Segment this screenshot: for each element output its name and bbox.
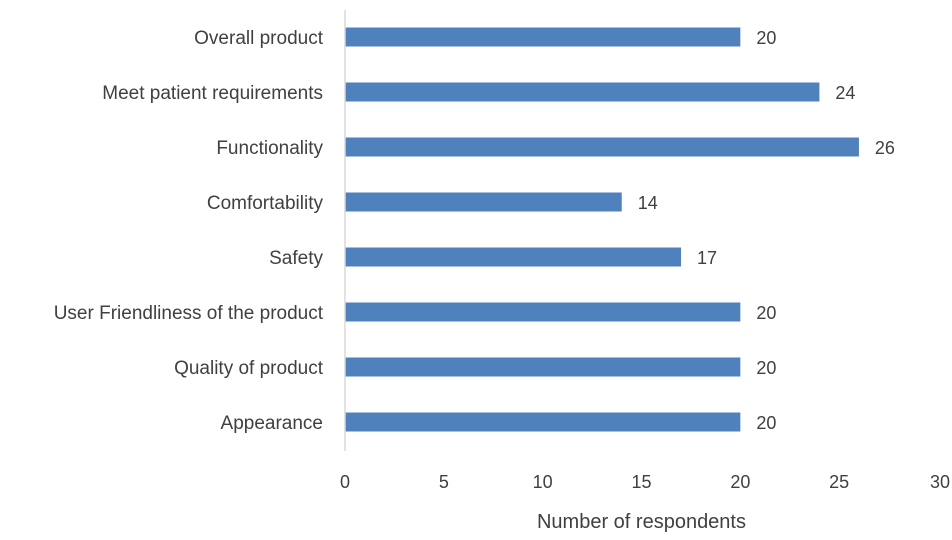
data-label: 20 <box>756 413 776 433</box>
data-label: 17 <box>697 248 717 268</box>
data-labels-group: 20 24 26 14 17 20 20 20 <box>638 28 895 433</box>
x-tick-label: 25 <box>829 472 849 492</box>
category-label: Quality of product <box>174 358 324 379</box>
category-label: Comfortability <box>207 193 324 214</box>
data-label: 20 <box>756 358 776 378</box>
bar <box>345 137 859 157</box>
category-labels-group: Overall product Meet patient requirements… <box>54 28 324 434</box>
x-tick-label: 0 <box>340 472 350 492</box>
category-label: Meet patient requirements <box>102 83 323 104</box>
bar <box>345 27 741 47</box>
bar <box>345 247 682 267</box>
bar <box>345 302 741 322</box>
x-tick-label: 30 <box>930 472 950 492</box>
data-label: 26 <box>875 138 895 158</box>
category-label: Safety <box>269 248 323 269</box>
x-tick-labels-group: 0 5 10 15 20 25 30 <box>340 472 950 492</box>
bar <box>345 82 820 102</box>
x-tick-label: 5 <box>439 472 449 492</box>
x-tick-label: 10 <box>533 472 553 492</box>
category-label: Appearance <box>221 413 323 434</box>
x-tick-label: 15 <box>631 472 651 492</box>
data-label: 24 <box>835 83 855 103</box>
bar <box>345 192 622 212</box>
bar <box>345 412 741 432</box>
bar <box>345 357 741 377</box>
category-label: User Friendliness of the product <box>54 303 324 324</box>
x-tick-label: 20 <box>730 472 750 492</box>
category-label: Functionality <box>216 138 323 159</box>
category-label: Overall product <box>194 28 324 49</box>
data-label: 20 <box>756 28 776 48</box>
data-label: 14 <box>638 193 658 213</box>
x-axis-title: Number of respondents <box>537 511 746 533</box>
bars-group <box>345 27 859 432</box>
data-label: 20 <box>756 303 776 323</box>
